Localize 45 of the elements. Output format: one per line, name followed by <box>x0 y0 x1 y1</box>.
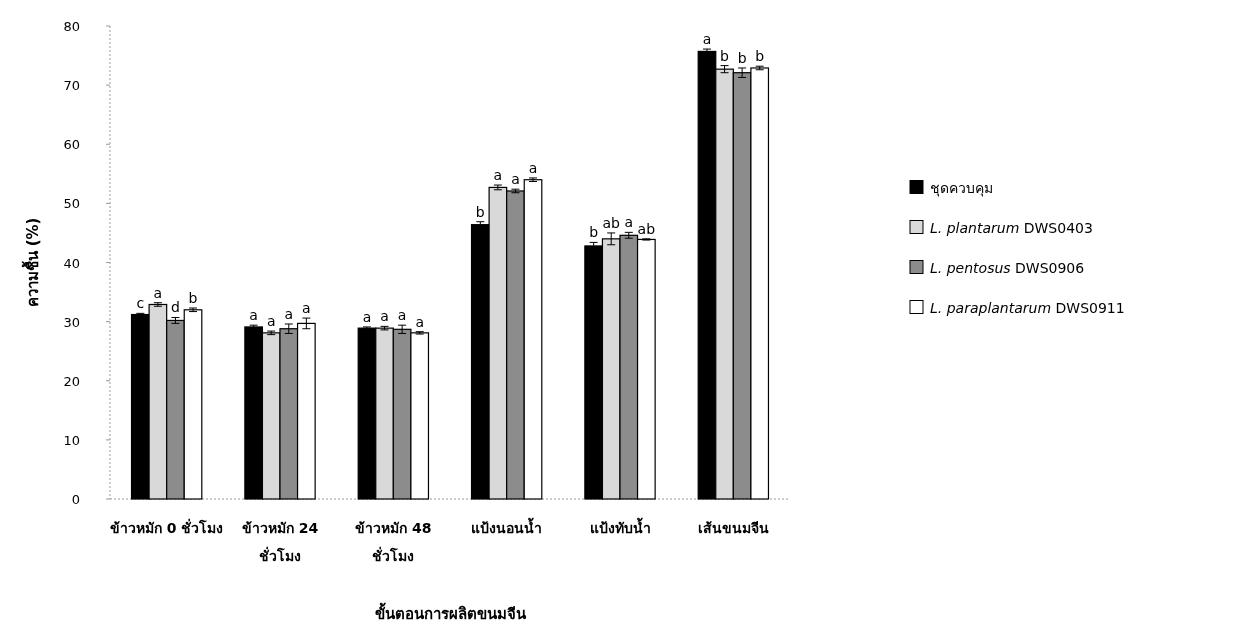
data-label: a <box>362 308 372 325</box>
y-axis-title: ความชื้น (%) <box>21 217 42 308</box>
y-tick-label: 40 <box>63 255 80 271</box>
data-label: a <box>528 159 538 176</box>
data-label: b <box>755 48 765 65</box>
y-tick-label: 70 <box>63 78 80 94</box>
data-label: a <box>266 313 276 330</box>
data-label: d <box>171 299 180 316</box>
data-label: b <box>475 203 485 220</box>
y-tick-label: 10 <box>63 432 80 448</box>
data-label: b <box>737 49 747 66</box>
data-label: a <box>415 313 424 330</box>
legend-label: L. pentosus DWS0906 <box>930 259 1085 276</box>
data-label: a <box>302 300 311 317</box>
data-label: b <box>589 224 599 241</box>
x-tick-label: ข้าวหมัก 48 ชั่วโมง <box>355 520 432 564</box>
data-label: a <box>493 167 503 184</box>
y-tick-label: 50 <box>63 196 80 212</box>
x-tick-label: ข้าวหมัก 0 ชั่วโมง <box>109 518 224 536</box>
data-label: a <box>380 308 389 325</box>
data-label: ab <box>637 220 656 237</box>
legend-label: L. plantarum DWS0403 <box>930 219 1093 236</box>
x-axis-title: ขั้นตอนการผลิตขนมจีน <box>374 602 527 623</box>
data-label: a <box>511 171 520 188</box>
data-label: b <box>188 290 198 307</box>
y-tick-label: 0 <box>71 492 80 507</box>
data-label: a <box>249 307 258 324</box>
data-label: a <box>153 284 163 301</box>
x-tick-label: แป้งทับน้ำ <box>589 517 651 536</box>
data-label: c <box>136 295 145 312</box>
legend-label: L. paraplantarum DWS0911 <box>930 299 1125 316</box>
x-tick-label: ข้าวหมัก 24 ชั่วโมง <box>241 520 319 564</box>
y-tick-label: 20 <box>63 373 80 389</box>
x-tick-label: เส้นขนมจีน <box>697 520 769 536</box>
data-label: ab <box>602 214 621 231</box>
data-label: a <box>284 305 294 322</box>
data-label: a <box>397 307 407 324</box>
y-tick-label: 80 <box>63 19 80 34</box>
y-tick-label: 30 <box>63 314 80 330</box>
x-tick-label: แป้งนอนน้ำ <box>471 517 543 536</box>
y-tick-label: 60 <box>63 137 80 153</box>
legend-label: ชุดควบคุม <box>930 179 993 197</box>
data-label: a <box>702 31 712 48</box>
data-label: a <box>624 214 634 231</box>
data-label: b <box>720 47 730 64</box>
